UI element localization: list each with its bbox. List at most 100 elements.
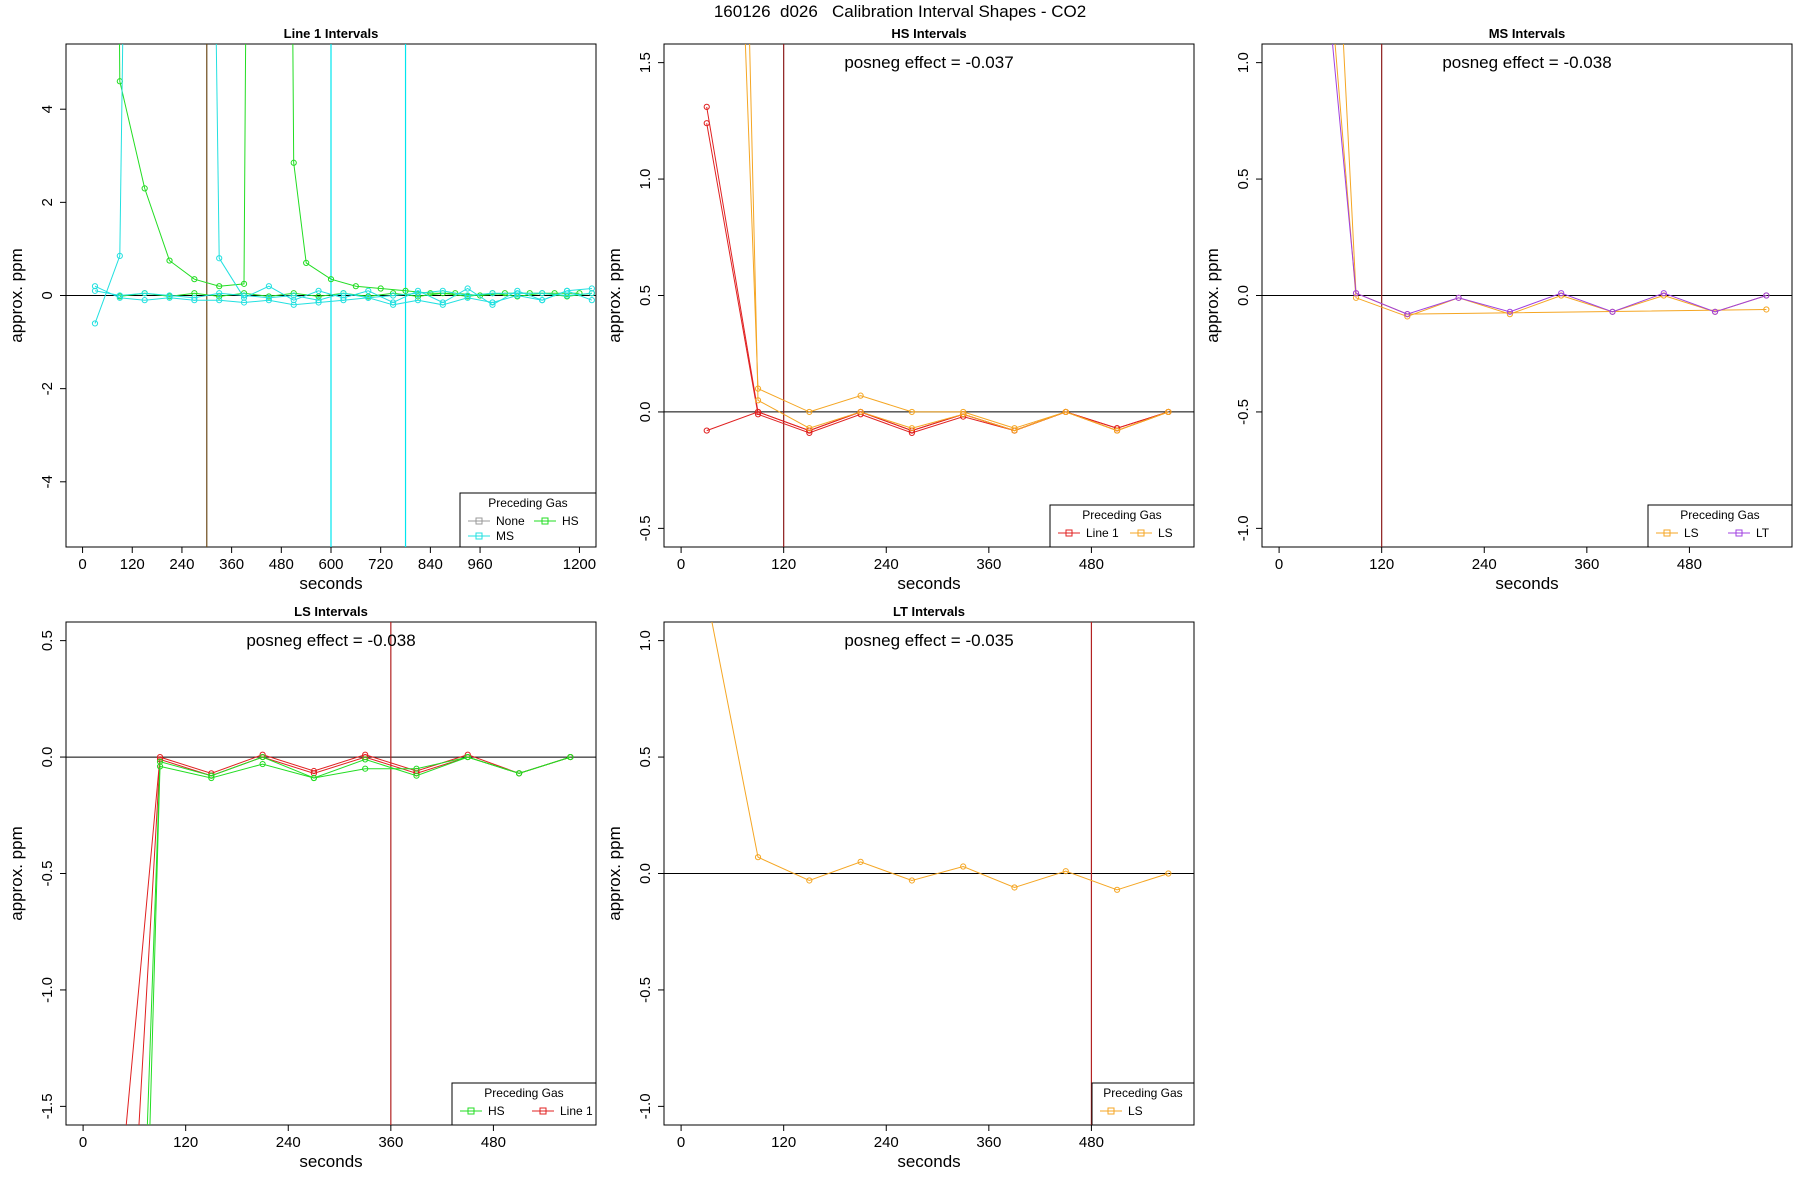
series-line-ls <box>749 44 1169 432</box>
posneg-annotation: posneg effect = -0.035 <box>844 631 1013 650</box>
data-point <box>1329 37 1334 42</box>
data-point <box>806 425 813 432</box>
data-point <box>340 290 347 297</box>
y-tick-label: -1.0 <box>1235 515 1252 541</box>
y-tick-label: 1.0 <box>637 169 654 190</box>
data-point <box>439 301 446 308</box>
data-point <box>464 292 471 299</box>
data-point <box>1660 290 1667 297</box>
data-point <box>1113 886 1121 893</box>
legend-entry-label: LS <box>1128 1104 1143 1118</box>
data-point <box>362 756 369 763</box>
x-tick-label: 240 <box>276 1134 301 1151</box>
legend: Preceding Gas None HS MS <box>459 492 597 548</box>
data-point <box>216 283 223 290</box>
data-point <box>315 287 322 294</box>
data-point <box>563 287 571 294</box>
legend-entry-label: LS <box>1684 526 1699 540</box>
data-point <box>327 276 335 283</box>
series-line-line-1 <box>706 411 1169 432</box>
data-point <box>1113 427 1121 434</box>
plot-area <box>664 44 1194 547</box>
x-tick-label: 120 <box>771 556 796 573</box>
data-point <box>141 297 148 304</box>
data-point <box>310 774 318 782</box>
series-line-ls <box>1342 44 1767 315</box>
data-point <box>567 753 574 761</box>
x-axis-label: seconds <box>897 574 960 593</box>
data-point <box>141 290 148 297</box>
data-point <box>703 120 710 127</box>
legend-entry-label: MS <box>496 529 514 543</box>
data-point <box>754 854 762 861</box>
y-tick-label: -1.0 <box>637 1093 654 1119</box>
x-tick-label: 480 <box>1079 1134 1104 1151</box>
legend-swatch-marker <box>467 1107 475 1115</box>
y-tick-label: 0.5 <box>39 630 56 651</box>
x-tick-label: 480 <box>481 1134 506 1151</box>
y-tick-label: 4 <box>39 105 56 113</box>
data-point <box>960 863 967 870</box>
legend-swatch-marker <box>541 517 549 525</box>
data-point <box>141 185 148 192</box>
x-tick-label: 0 <box>78 556 86 573</box>
data-point <box>91 320 99 327</box>
data-point <box>588 290 595 297</box>
data-point <box>1558 290 1565 297</box>
legend-title: Preceding Gas <box>484 1086 563 1100</box>
plot-area <box>664 622 1194 1125</box>
panel-ms: MS Intervals 0 120 240 360 480 seconds -1.0 -0.5… <box>1203 26 1793 593</box>
panel-title: Line 1 Intervals <box>284 26 379 41</box>
series-line-line-1 <box>138 756 571 1125</box>
legend-entry-label: HS <box>488 1104 505 1118</box>
x-tick-label: 360 <box>976 556 1001 573</box>
legend-box <box>1049 504 1195 548</box>
legend-box <box>1091 1082 1195 1126</box>
data-point <box>303 259 310 266</box>
data-point <box>1404 311 1411 318</box>
y-tick-label: 0.5 <box>1235 169 1252 190</box>
posneg-annotation: posneg effect = -0.038 <box>246 631 415 650</box>
x-tick-label: 240 <box>874 556 899 573</box>
y-tick-label: 1.0 <box>637 630 654 651</box>
y-tick-label: -1.5 <box>39 1093 56 1119</box>
y-tick-label: -0.5 <box>637 515 654 541</box>
data-point <box>539 290 546 297</box>
x-axis-label: seconds <box>897 1152 960 1171</box>
x-tick-label: 360 <box>219 556 244 573</box>
data-point <box>191 276 198 283</box>
x-tick-label: 480 <box>1079 556 1104 573</box>
y-axis-label: approx. ppm <box>7 248 26 343</box>
legend-entry-label: HS <box>562 514 579 528</box>
data-point <box>402 287 409 294</box>
data-point <box>588 297 595 304</box>
y-axis-label: approx. ppm <box>605 826 624 921</box>
x-axis-label: seconds <box>299 574 362 593</box>
data-point <box>908 425 916 432</box>
legend-entry-label: None <box>496 514 525 528</box>
data-point <box>240 280 248 287</box>
y-tick-label: 2 <box>39 198 56 206</box>
x-tick-label: 480 <box>1677 556 1702 573</box>
series-line-ms <box>94 290 592 301</box>
series-line-ms <box>94 44 124 324</box>
data-point <box>806 877 813 884</box>
data-point <box>960 411 967 418</box>
data-point <box>439 287 446 294</box>
x-tick-label: 360 <box>378 1134 403 1151</box>
data-point <box>908 877 916 884</box>
legend-title: Preceding Gas <box>1103 1086 1182 1100</box>
y-axis-label: approx. ppm <box>7 826 26 921</box>
data-point <box>91 287 99 294</box>
x-tick-label: 840 <box>418 556 443 573</box>
data-point <box>1506 308 1514 315</box>
data-point <box>1352 290 1360 297</box>
y-tick-label: -0.5 <box>1235 399 1252 425</box>
data-point <box>1332 37 1337 42</box>
panel-title: MS Intervals <box>1489 26 1566 41</box>
data-point <box>340 297 347 304</box>
x-tick-label: 120 <box>120 556 145 573</box>
data-point <box>390 301 397 308</box>
data-point <box>116 292 123 299</box>
data-point <box>156 758 164 765</box>
